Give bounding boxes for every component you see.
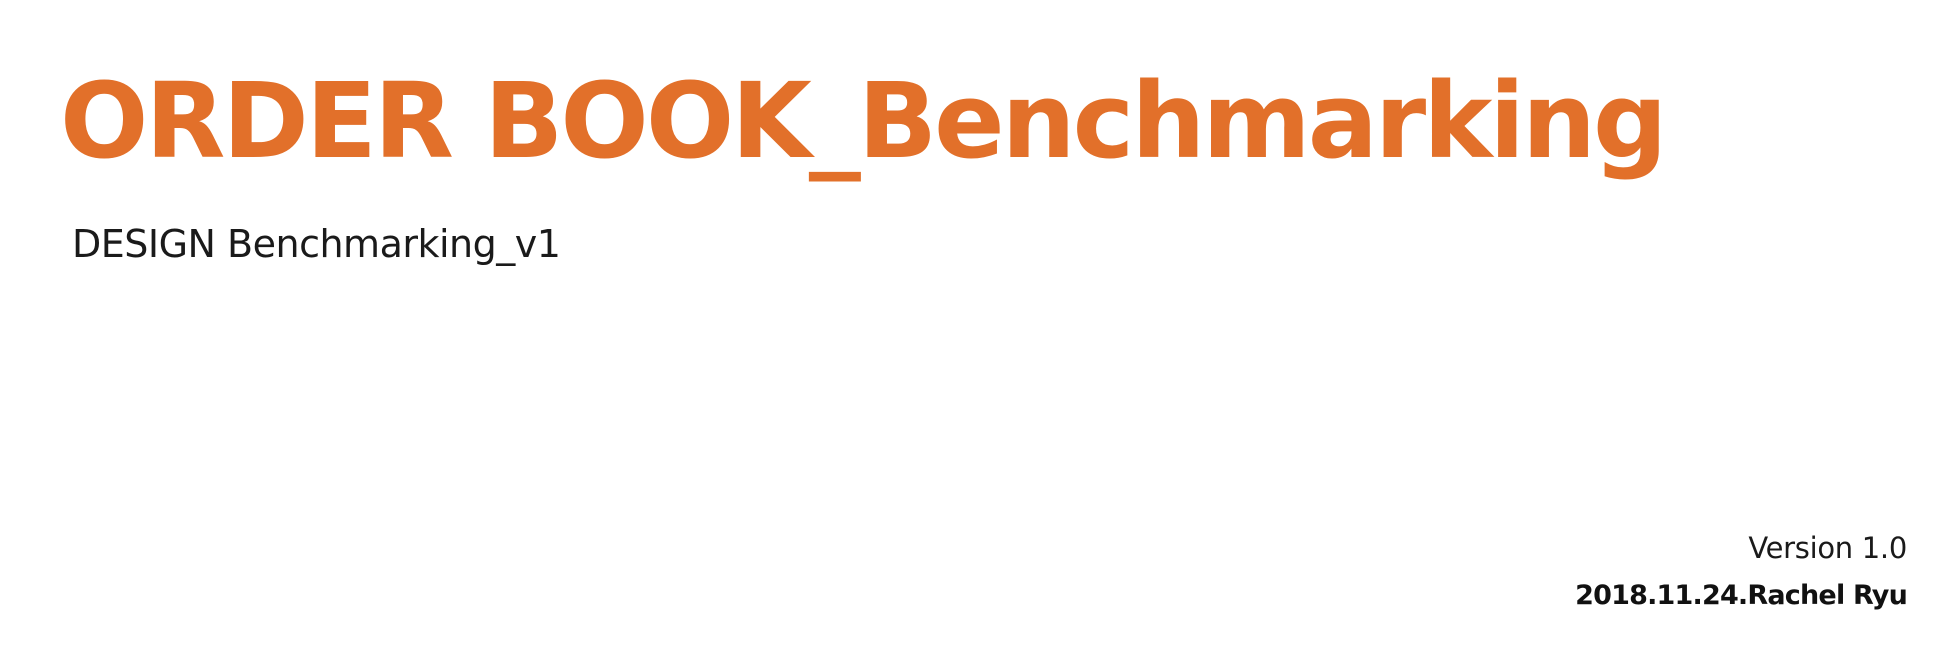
version-label: Version 1.0 [1748,531,1907,565]
date-author-label: 2018.11.24.Rachel Ryu [1575,579,1908,611]
document-subtitle: DESIGN Benchmarking_v1 [72,222,561,266]
document-meta: Version 1.0 2018.11.24.Rachel Ryu [1575,530,1908,613]
document-title: ORDER BOOK_Benchmarking [60,60,1667,182]
